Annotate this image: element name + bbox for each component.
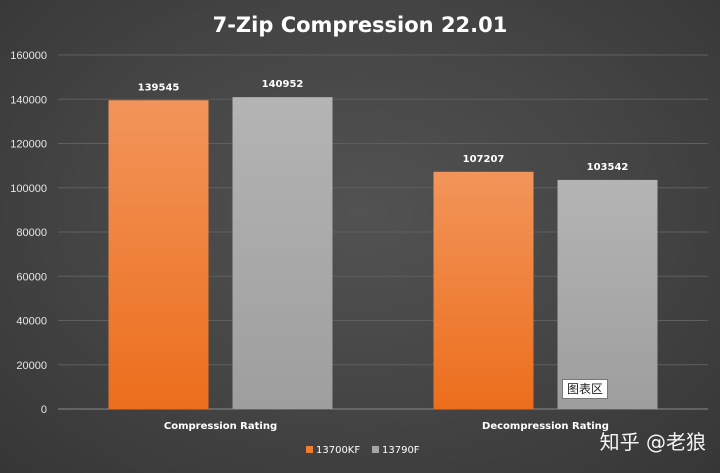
y-tick-label: 120000 [10, 139, 47, 151]
y-tick-label: 80000 [16, 227, 47, 239]
watermark: 知乎 @老狼 [599, 430, 706, 454]
y-tick-label: 0 [41, 404, 47, 416]
legend-swatch [306, 446, 313, 453]
bar-13790F-2[interactable] [557, 179, 658, 409]
bar-13700KF-2[interactable] [433, 171, 534, 409]
x-category-label: Compression Rating [164, 421, 277, 432]
chart-title: 7-Zip Compression 22.01 [213, 13, 508, 37]
data-label: 103542 [587, 162, 629, 173]
chart-area-tooltip: 图表区 [562, 379, 609, 399]
data-label: 107207 [463, 154, 505, 165]
y-tick-label: 160000 [10, 50, 47, 62]
y-tick-label: 20000 [16, 360, 47, 372]
y-tick-label: 40000 [16, 316, 47, 328]
x-category-label: Decompression Rating [482, 421, 609, 432]
y-tick-label: 100000 [10, 183, 47, 195]
legend-label: 13790F [382, 445, 420, 456]
data-label: 139545 [138, 82, 180, 93]
legend-swatch [372, 446, 379, 453]
bar-13790F-1[interactable] [232, 97, 333, 409]
legend-label: 13700KF [316, 445, 360, 456]
y-tick-label: 140000 [10, 94, 47, 106]
bar-13700KF-1[interactable] [108, 100, 209, 410]
data-label: 140952 [262, 79, 304, 90]
y-tick-label: 60000 [16, 271, 47, 283]
